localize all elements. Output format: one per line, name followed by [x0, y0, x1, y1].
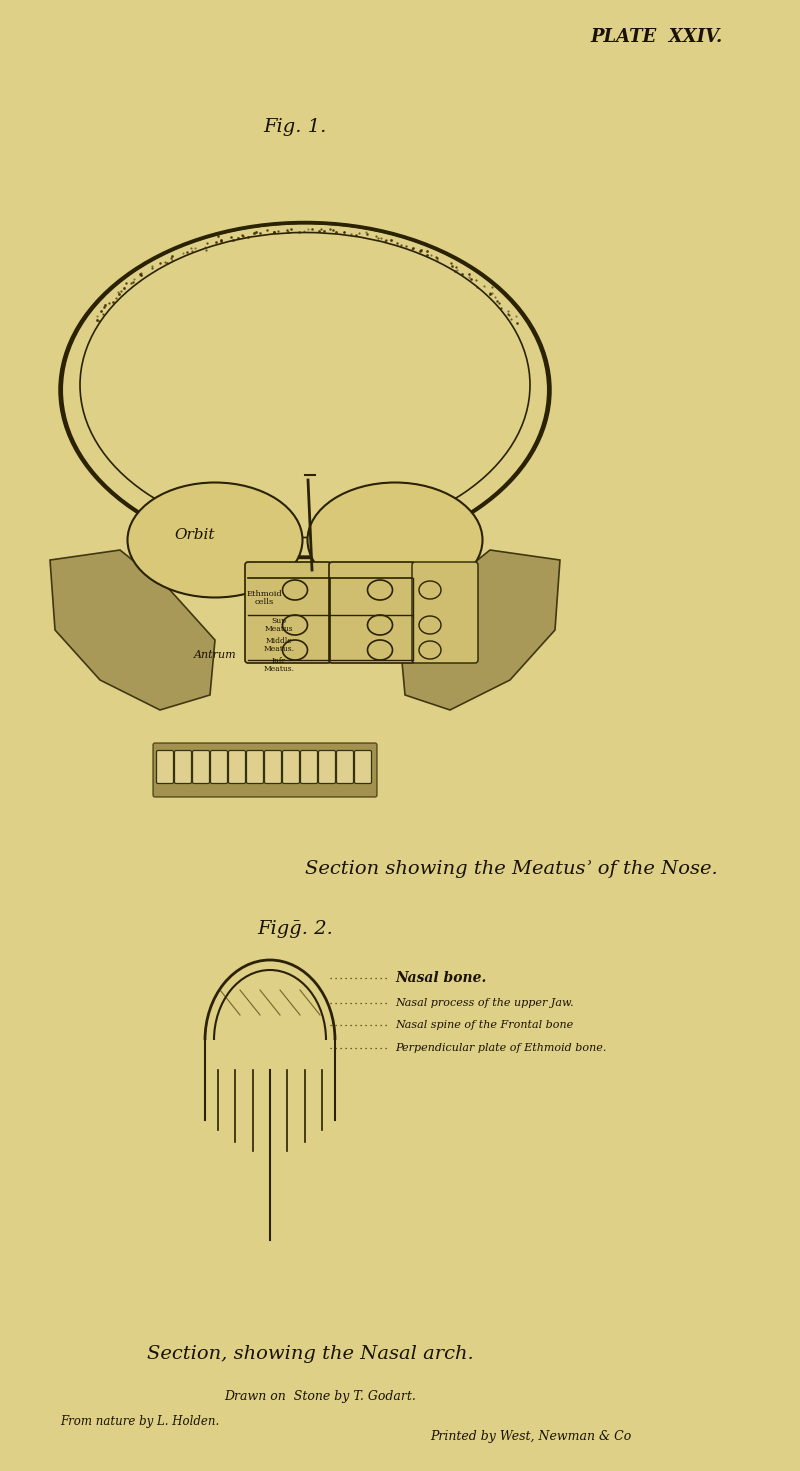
- Ellipse shape: [127, 482, 302, 597]
- FancyBboxPatch shape: [265, 750, 282, 784]
- FancyBboxPatch shape: [301, 750, 318, 784]
- Text: Section, showing the Nasal arch.: Section, showing the Nasal arch.: [146, 1344, 474, 1364]
- Text: Nasal process of the upper Jaw.: Nasal process of the upper Jaw.: [395, 997, 574, 1008]
- Text: Figḡ. 2.: Figḡ. 2.: [257, 919, 333, 938]
- Text: From nature by L. Holden.: From nature by L. Holden.: [60, 1415, 219, 1428]
- Text: Middle
Meatus.: Middle Meatus.: [263, 637, 294, 653]
- Polygon shape: [400, 550, 560, 710]
- Text: Fig. 1.: Fig. 1.: [263, 118, 326, 135]
- Text: Nasal bone.: Nasal bone.: [395, 971, 486, 986]
- Text: Ethmoid
cells: Ethmoid cells: [246, 590, 282, 606]
- FancyBboxPatch shape: [157, 750, 174, 784]
- FancyBboxPatch shape: [318, 750, 335, 784]
- FancyBboxPatch shape: [245, 562, 331, 663]
- FancyBboxPatch shape: [337, 750, 354, 784]
- FancyBboxPatch shape: [174, 750, 191, 784]
- Text: Infr
Meatus.: Infr Meatus.: [263, 656, 294, 674]
- Text: Nasal spine of the Frontal bone: Nasal spine of the Frontal bone: [395, 1019, 574, 1030]
- Text: Printed by West, Newman & Co: Printed by West, Newman & Co: [430, 1430, 631, 1443]
- FancyBboxPatch shape: [193, 750, 210, 784]
- Text: Perpendicular plate of Ethmoid bone.: Perpendicular plate of Ethmoid bone.: [395, 1043, 606, 1053]
- FancyBboxPatch shape: [246, 750, 263, 784]
- FancyBboxPatch shape: [412, 562, 478, 663]
- Polygon shape: [50, 550, 215, 710]
- FancyBboxPatch shape: [153, 743, 377, 797]
- FancyBboxPatch shape: [354, 750, 371, 784]
- FancyBboxPatch shape: [282, 750, 299, 784]
- FancyBboxPatch shape: [329, 562, 415, 663]
- FancyBboxPatch shape: [229, 750, 246, 784]
- Text: Section showing the Meatusʾ of the Nose.: Section showing the Meatusʾ of the Nose.: [305, 861, 718, 878]
- Text: Drawn on  Stone by T. Godart.: Drawn on Stone by T. Godart.: [224, 1390, 416, 1403]
- Text: Sup
Meatus: Sup Meatus: [265, 616, 294, 634]
- Text: Orbit: Orbit: [174, 528, 215, 541]
- Text: PLATE  XXIV.: PLATE XXIV.: [590, 28, 722, 46]
- Ellipse shape: [307, 482, 482, 597]
- Text: Antrum: Antrum: [194, 650, 236, 660]
- FancyBboxPatch shape: [210, 750, 227, 784]
